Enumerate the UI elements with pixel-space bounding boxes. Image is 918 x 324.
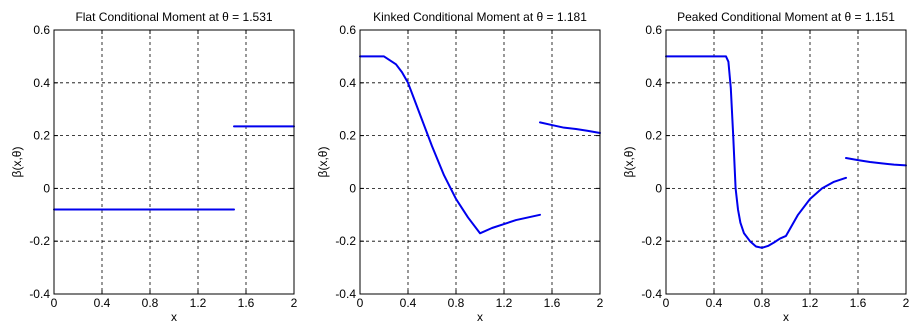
- x-tick-label: 0.8: [754, 296, 771, 310]
- axes-frame: [53, 29, 295, 295]
- chart-title: Flat Conditional Moment at θ = 1.531: [75, 10, 272, 24]
- x-tick-label: 2: [903, 296, 910, 310]
- y-tick-label: 0.4: [33, 76, 50, 90]
- y-tick-label: -0.2: [335, 234, 356, 248]
- y-tick-label: -0.4: [641, 287, 662, 301]
- y-tick-label: 0: [349, 181, 356, 195]
- y-tick-label: 0: [43, 181, 50, 195]
- y-tick-label: 0.4: [645, 76, 662, 90]
- y-axis-label: β(x,θ): [10, 147, 24, 178]
- y-tick-label: -0.4: [29, 287, 50, 301]
- axes-frame: [665, 29, 907, 295]
- y-tick-label: 0.6: [645, 23, 662, 37]
- chart-panel-1: 0 0.4 0.8 1.2 1.6 2 -0.4 -0.2 0 0.2 0.4 0.6 Flat Con…: [10, 10, 298, 324]
- x-tick-label: 0: [51, 296, 58, 310]
- x-axis-label: x: [783, 310, 789, 324]
- y-tick-label: -0.4: [335, 287, 356, 301]
- x-tick-label: 0: [357, 296, 364, 310]
- chart-title: Kinked Conditional Moment at θ = 1.181: [373, 10, 587, 24]
- x-tick-label: 0.8: [142, 296, 159, 310]
- x-tick-label: 0.4: [94, 296, 111, 310]
- series-segment-2: [539, 121, 601, 134]
- chart-title: Peaked Conditional Moment at θ = 1.151: [677, 10, 895, 24]
- axes-frame: [359, 29, 601, 295]
- chart-panel-2: 0 0.4 0.8 1.2 1.6 2 -0.4 -0.2 0 0.2 0.4 0.6 Kinked C…: [316, 10, 604, 324]
- y-axis-label: β(x,θ): [622, 147, 636, 178]
- y-tick-label: 0.4: [339, 76, 356, 90]
- y-tick-label: -0.2: [29, 234, 50, 248]
- series-segment-1: [665, 55, 847, 249]
- x-tick-label: 1.2: [190, 296, 207, 310]
- x-tick-label: 1.6: [850, 296, 867, 310]
- y-tick-label: 0.6: [33, 23, 50, 37]
- y-tick-label: 0.2: [339, 129, 356, 143]
- y-tick-label: 0.2: [33, 129, 50, 143]
- x-tick-label: 0.4: [706, 296, 723, 310]
- series-segment-2: [845, 157, 907, 167]
- plot-area: [54, 30, 294, 294]
- chart-panel-3: 0 0.4 0.8 1.2 1.6 2 -0.4 -0.2 0 0.2 0.4 0.6 Peaked C…: [622, 10, 910, 324]
- y-tick-label: 0: [655, 181, 662, 195]
- x-tick-label: 2: [597, 296, 604, 310]
- series-segment-1: [359, 55, 541, 235]
- x-axis-label: x: [171, 310, 177, 324]
- y-tick-label: 0.2: [645, 129, 662, 143]
- y-tick-label: -0.2: [641, 234, 662, 248]
- x-tick-label: 1.6: [238, 296, 255, 310]
- y-axis-label: β(x,θ): [316, 147, 330, 178]
- x-tick-label: 0.4: [400, 296, 417, 310]
- x-tick-label: 1.6: [544, 296, 561, 310]
- x-axis-label: x: [477, 310, 483, 324]
- x-tick-label: 1.2: [802, 296, 819, 310]
- x-tick-label: 1.2: [496, 296, 513, 310]
- x-tick-label: 0.8: [448, 296, 465, 310]
- y-tick-label: 0.6: [339, 23, 356, 37]
- x-tick-label: 0: [663, 296, 670, 310]
- plot-area: [360, 30, 600, 294]
- x-tick-label: 2: [291, 296, 298, 310]
